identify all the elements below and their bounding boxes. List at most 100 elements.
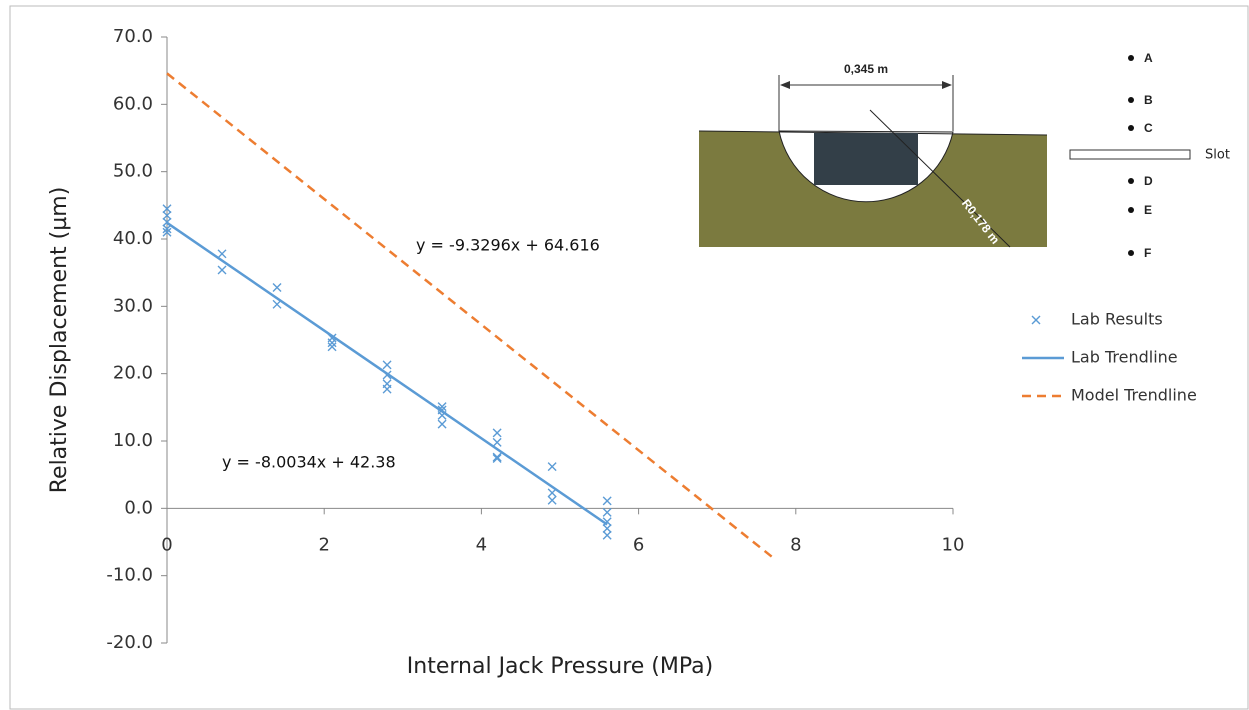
x-tick-label: 2 <box>318 534 329 555</box>
y-tick-label: 50.0 <box>113 161 153 182</box>
slot <box>1069 149 1191 160</box>
jack <box>814 133 918 185</box>
marker-stroke <box>492 452 502 462</box>
data-point <box>217 265 227 275</box>
data-point <box>382 384 392 394</box>
data-point <box>492 428 502 438</box>
slot-label: Slot <box>1205 148 1230 163</box>
marker-stroke <box>602 517 612 527</box>
point-label: E <box>1144 203 1152 217</box>
y-tick-label: 40.0 <box>113 228 153 249</box>
point-label: F <box>1144 246 1151 260</box>
data-point <box>547 495 557 505</box>
chart-frame <box>9 5 1249 710</box>
marker-stroke <box>217 249 227 259</box>
data-point <box>327 342 337 352</box>
marker-stroke <box>272 282 282 292</box>
marker-stroke <box>602 507 612 517</box>
x-tick-label: 4 <box>476 534 487 555</box>
arrow <box>942 81 952 89</box>
radius-line <box>869 109 1011 248</box>
data-point <box>162 204 172 214</box>
data-point <box>327 338 337 348</box>
legend-label: Model Trendline <box>1071 386 1197 405</box>
arrow <box>780 81 790 89</box>
legend-label: Lab Results <box>1071 310 1163 329</box>
data-point <box>217 249 227 259</box>
marker-stroke <box>382 360 392 370</box>
data-point <box>162 210 172 220</box>
marker-stroke <box>1031 315 1041 325</box>
x-tick-label: 0 <box>161 534 172 555</box>
data-point <box>602 496 612 506</box>
y-tick-label: 0.0 <box>124 497 153 518</box>
trendline <box>166 221 608 526</box>
inset-diagram: 0,345 m R0,178 m Slot <box>698 62 1230 248</box>
marker-stroke <box>492 428 502 438</box>
data-point <box>602 517 612 527</box>
data-point <box>162 224 172 234</box>
marker-stroke <box>162 204 172 214</box>
width-label: 0,345 m <box>844 62 888 76</box>
marker-stroke <box>382 384 392 394</box>
annotation: y = -8.0034x + 42.38 <box>222 453 396 472</box>
y-tick-label: 60.0 <box>113 93 153 114</box>
trendline <box>166 72 777 562</box>
data-point <box>492 454 502 464</box>
marker-stroke <box>492 454 502 464</box>
data-point <box>602 507 612 517</box>
point-label: C <box>1144 121 1153 135</box>
marker-stroke <box>547 495 557 505</box>
data-point <box>602 530 612 540</box>
marker-stroke <box>162 227 172 237</box>
data-point <box>602 524 612 534</box>
data-point <box>272 299 282 309</box>
legend-label: Lab Trendline <box>1071 348 1178 367</box>
point-label: B <box>1144 93 1153 107</box>
data-point <box>382 360 392 370</box>
measure-point <box>1128 250 1134 256</box>
marker-stroke <box>602 496 612 506</box>
y-tick-label: 20.0 <box>113 363 153 384</box>
legend-marker <box>1031 315 1041 325</box>
marker-stroke <box>492 437 502 447</box>
point-label: D <box>1144 174 1153 188</box>
measure-point <box>1128 55 1134 61</box>
marker-stroke <box>217 265 227 275</box>
marker-stroke <box>327 342 337 352</box>
measure-point <box>1128 125 1134 131</box>
x-axis-title: Internal Jack Pressure (MPa) <box>407 654 713 679</box>
x-tick-label: 6 <box>633 534 644 555</box>
measure-point <box>1128 178 1134 184</box>
x-tick-label: 8 <box>790 534 801 555</box>
y-tick-label: -10.0 <box>106 565 153 586</box>
marker-stroke <box>602 530 612 540</box>
annotation: y = -9.3296x + 64.616 <box>416 236 600 255</box>
measure-point <box>1128 97 1134 103</box>
data-point <box>272 282 282 292</box>
y-tick-label: 30.0 <box>113 295 153 316</box>
data-point <box>547 488 557 498</box>
data-point <box>437 419 447 429</box>
data-point <box>492 437 502 447</box>
marker-stroke <box>162 217 172 227</box>
marker-stroke <box>437 419 447 429</box>
point-label: A <box>1144 51 1153 65</box>
y-tick-label: -20.0 <box>106 632 153 653</box>
marker-stroke <box>162 210 172 220</box>
data-point <box>162 227 172 237</box>
marker-stroke <box>547 462 557 472</box>
marker-stroke <box>602 524 612 534</box>
measure-point <box>1128 207 1134 213</box>
y-tick-label: 70.0 <box>113 26 153 47</box>
y-axis-title: Relative Displacement (µm) <box>47 187 72 494</box>
y-tick-label: 10.0 <box>113 430 153 451</box>
data-point <box>547 462 557 472</box>
data-point <box>492 452 502 462</box>
marker-stroke <box>547 488 557 498</box>
marker-stroke <box>162 224 172 234</box>
marker-stroke <box>327 338 337 348</box>
x-tick-label: 10 <box>942 534 965 555</box>
marker-stroke <box>272 299 282 309</box>
